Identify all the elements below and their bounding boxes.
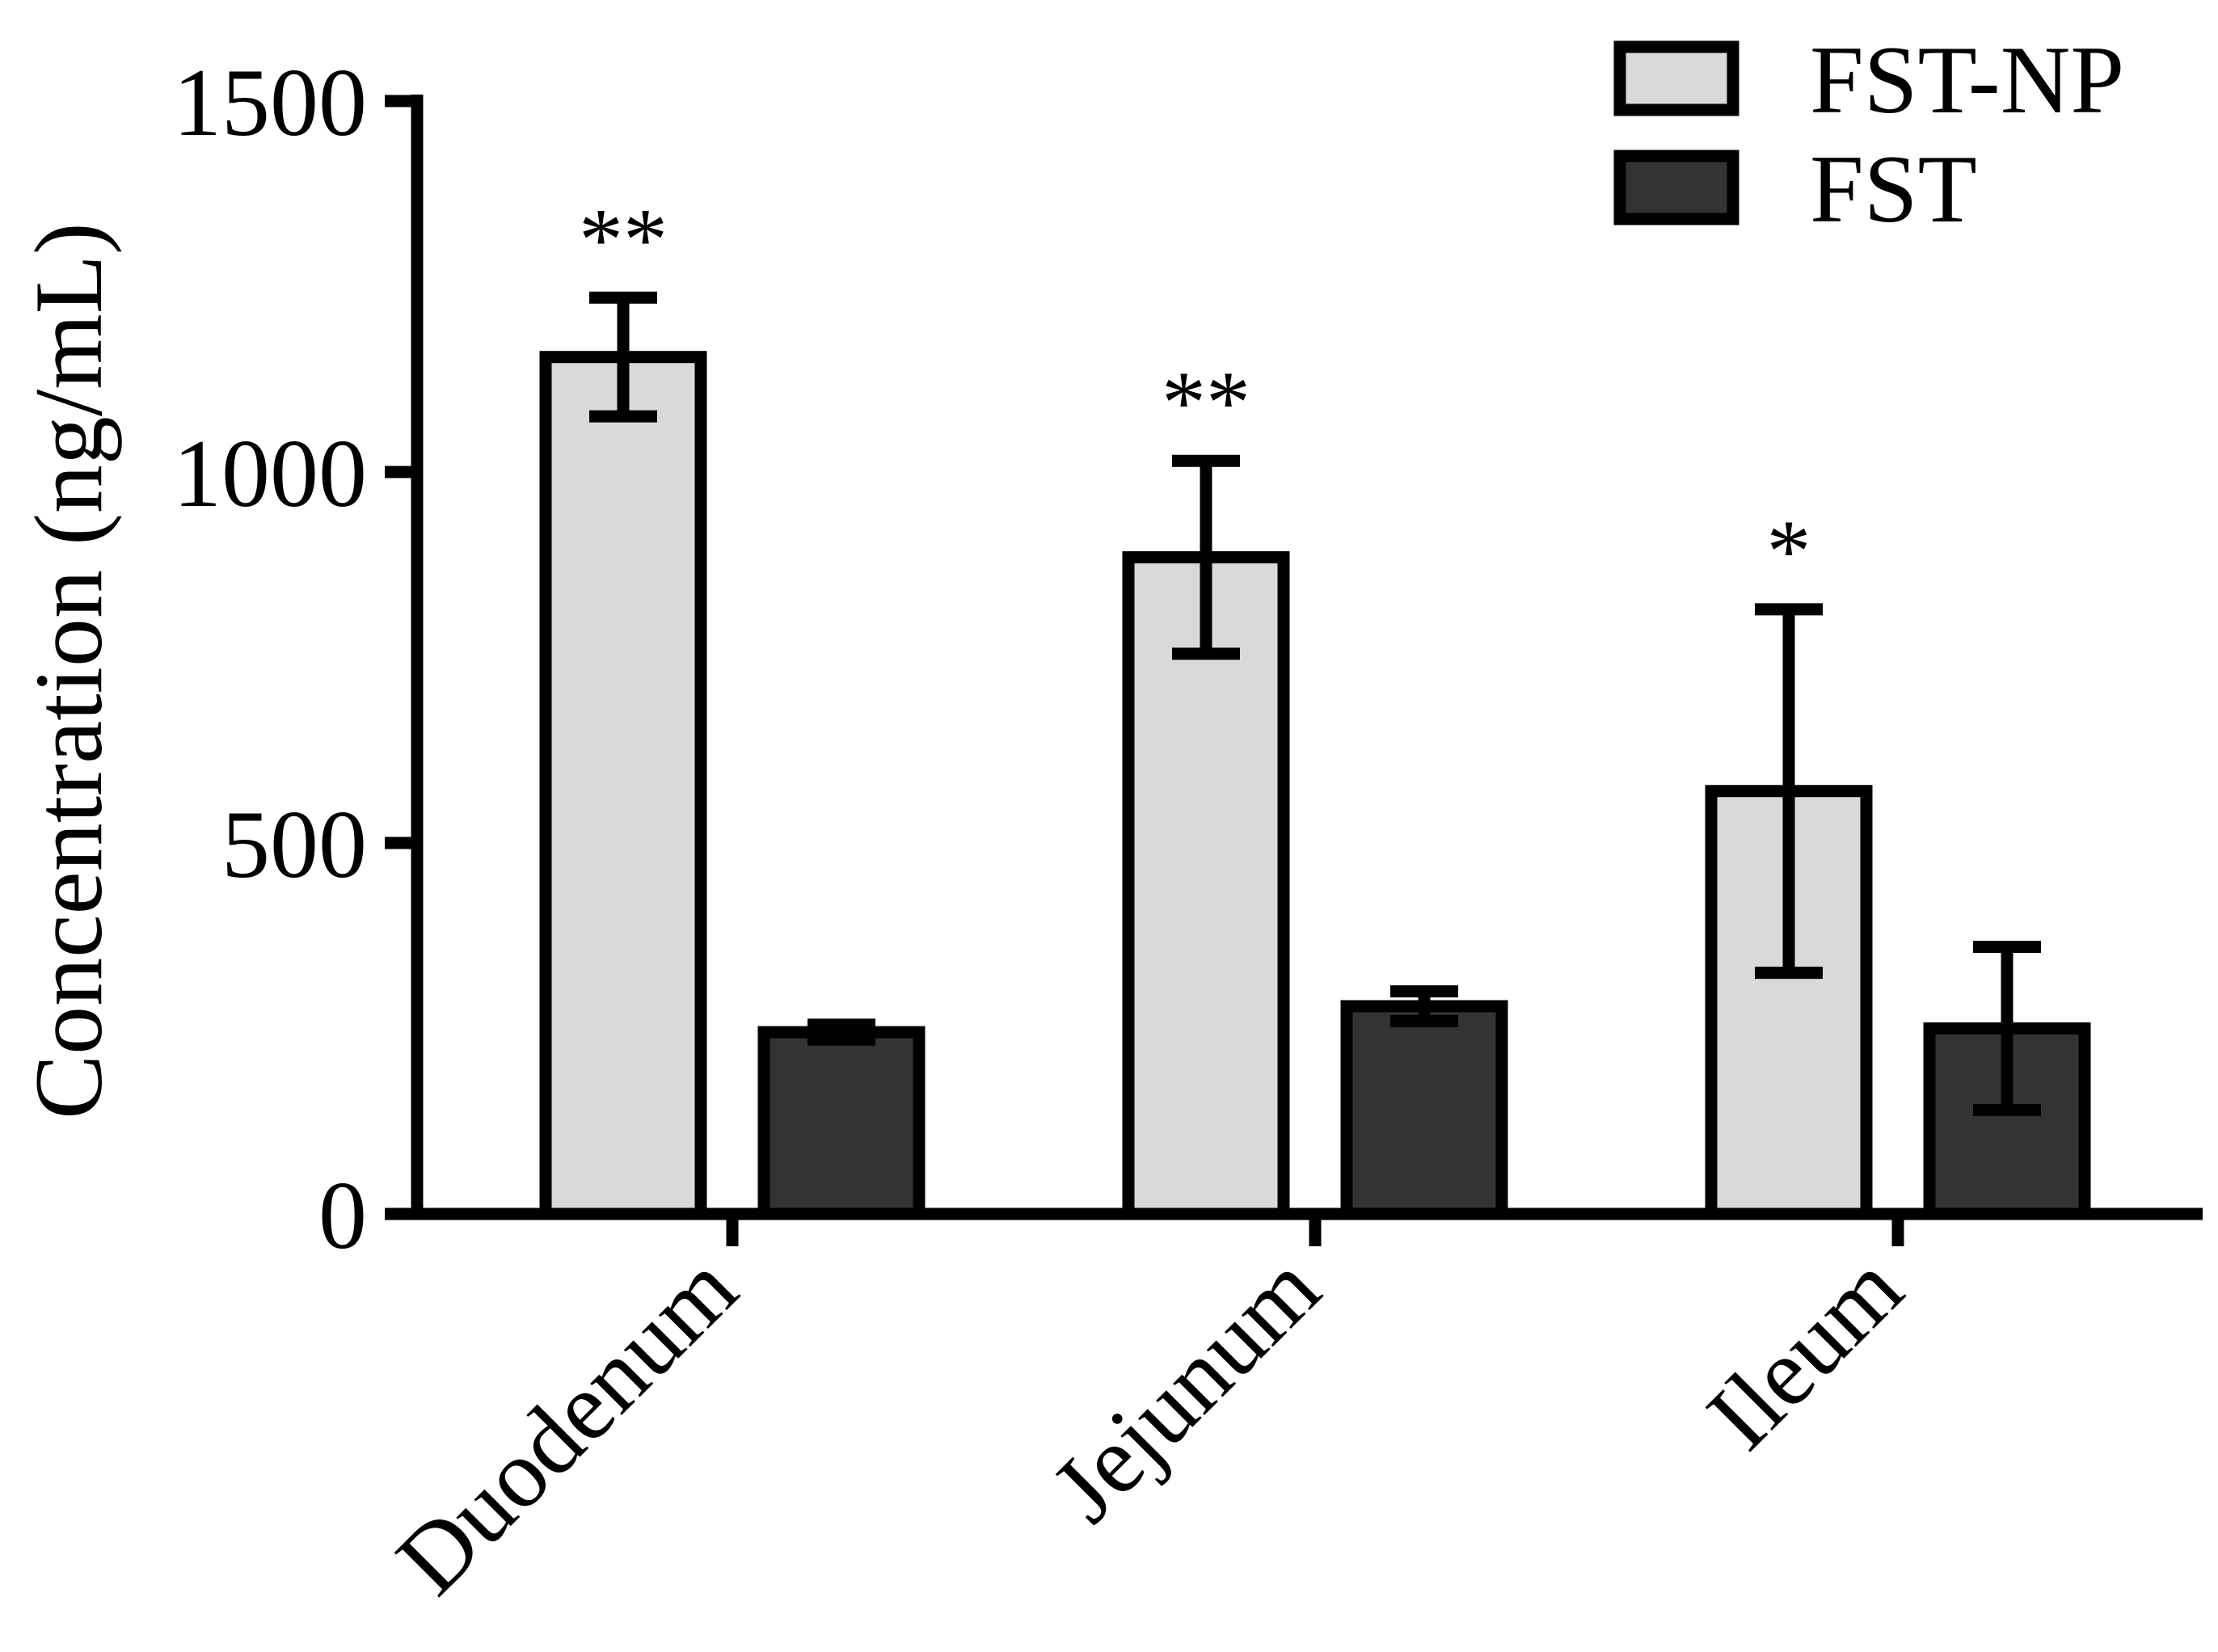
- legend-label-fst-np: FST-NP: [1810, 26, 2124, 133]
- category-label-ileum: Ileum: [1686, 1233, 1922, 1469]
- y-axis-title: Concentration (ng/mL): [15, 222, 122, 1119]
- category-label-duodenum: Duodenum: [376, 1233, 757, 1614]
- bar-fst-np-jejunum: [1122, 551, 1290, 1220]
- legend-swatch-fst: [1613, 150, 1739, 225]
- significance-marker-2: **: [1162, 353, 1250, 452]
- bars: [539, 351, 2091, 1220]
- y-tick-label-1000: 1000: [173, 419, 367, 527]
- bar-fst-duodenum: [757, 1026, 926, 1220]
- significance-marker-1: **: [579, 190, 668, 289]
- legend-swatch-fst-np: [1613, 40, 1739, 116]
- axes: [411, 95, 2203, 1246]
- category-label-jejunum: Jejunum: [1031, 1233, 1340, 1542]
- significance-markers: *****: [579, 190, 1811, 601]
- y-axis-ticks: 0 500 1000 1500: [173, 48, 417, 1269]
- category-labels: Duodenum Jejunum Ileum: [376, 1233, 1922, 1614]
- bar-fst-np-duodenum: [539, 351, 707, 1220]
- y-tick-label-1500: 1500: [173, 48, 367, 156]
- legend-label-fst: FST: [1810, 135, 1977, 242]
- bar-fst-jejunum: [1340, 1000, 1508, 1220]
- error-bars: [589, 291, 2041, 1116]
- significance-marker-3: *: [1767, 502, 1811, 601]
- y-tick-label-500: 500: [221, 790, 367, 898]
- y-tick-label-0: 0: [318, 1161, 367, 1269]
- y-axis-label: Concentration (ng/mL): [15, 222, 122, 1119]
